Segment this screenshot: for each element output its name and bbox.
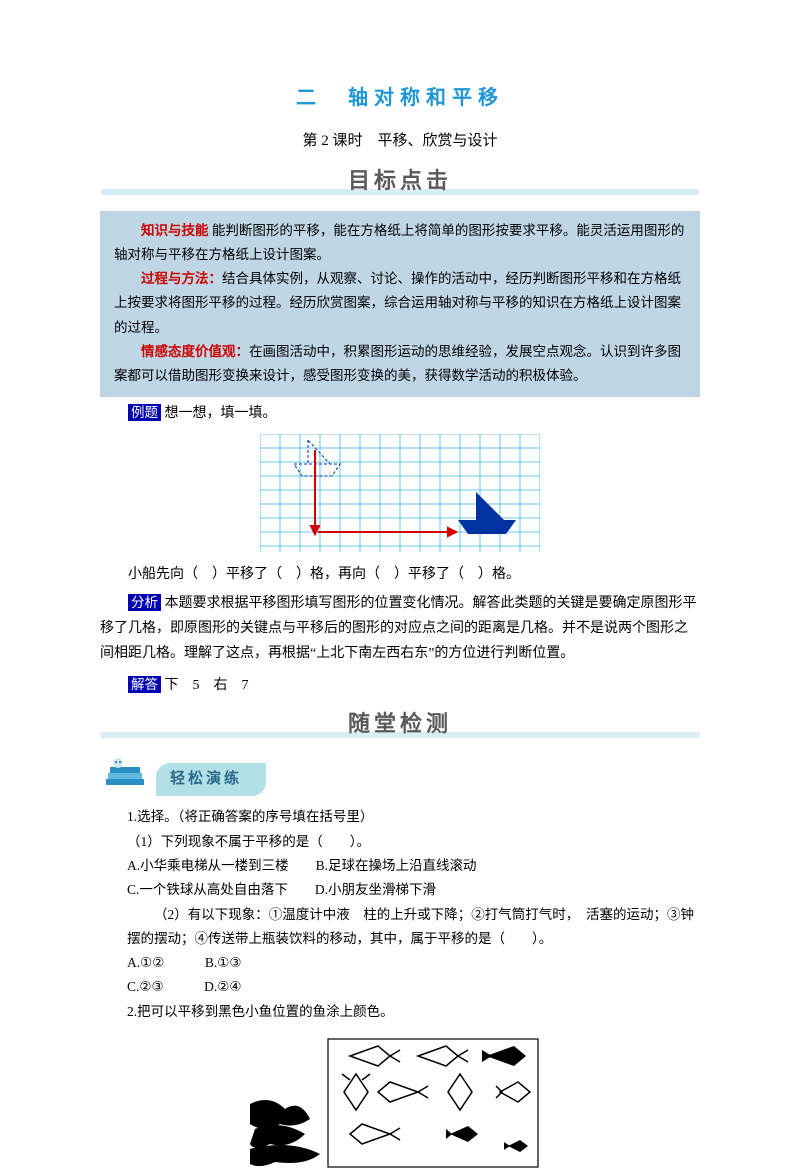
answer-label: 解答 — [128, 676, 161, 693]
q1-stem: 1.选择。（将正确答案的序号填在括号里） — [127, 805, 700, 829]
boat-question: 小船先向（ ）平移了（ ）格，再向（ ）平移了（ ）格。 — [100, 562, 700, 587]
boat-grid-svg — [260, 434, 540, 554]
know-label-1: 知识与技能 — [141, 223, 209, 238]
section-suitang: 随堂检测 — [100, 704, 700, 744]
section-banner-text-2: 随堂检测 — [348, 704, 452, 744]
knowledge-box: 知识与技能 能判断图形的平移，能在方格纸上将简单的图形按要求平移。能灵活运用图形… — [100, 211, 700, 397]
q1-s1-c: C.一个铁球从高处自由落下 — [127, 882, 288, 897]
q1-s1-a: A.小华乘电梯从一楼到三楼 — [127, 858, 289, 873]
q1-s1-d: D.小朋友坐滑梯下滑 — [315, 882, 436, 897]
analysis-label: 分析 — [128, 594, 161, 611]
q1-s2-d: D.②④ — [204, 979, 241, 994]
q1-sub1: （1）下列现象不属于平移的是（ ）。 — [127, 830, 700, 854]
section-mubiao: 目标点击 — [100, 161, 700, 201]
lesson-title: 第 2 课时 平移、欣赏与设计 — [100, 128, 700, 155]
practice-header: 轻松演练 — [100, 755, 700, 795]
q1-s2-c: C.②③ — [127, 979, 164, 994]
q1-sub2: （2）有以下现象：①温度计中液 柱的上升或下降；②打气筒打气时， 活塞的运动；③… — [127, 903, 700, 952]
know-label-2: 过程与方法： — [141, 271, 222, 286]
answer-text: 下 5 右 7 — [165, 678, 249, 693]
example-intro: 想一想，填一填。 — [161, 406, 277, 421]
practice-pill: 轻松演练 — [156, 763, 266, 796]
analysis-text: 本题要求根据平移图形填写图形的位置变化情况。解答此类题的关键是要确定原图形平移了… — [100, 596, 697, 661]
q1-s2-b: B.①③ — [205, 955, 242, 970]
q1-s1-b: B.足球在操场上沿直线滚动 — [316, 858, 477, 873]
fish-svg — [250, 1034, 550, 1174]
example-label: 例题 — [128, 404, 161, 421]
boat-grid-figure — [100, 434, 700, 554]
chapter-title: 二 轴对称和平移 — [100, 80, 700, 116]
q2-stem: 2.把可以平移到黑色小鱼位置的鱼涂上颜色。 — [127, 1000, 700, 1024]
q1-s2-a: A.①② — [127, 955, 164, 970]
fish-figure — [100, 1034, 700, 1174]
books-icon — [100, 757, 154, 797]
section-banner-text: 目标点击 — [348, 161, 452, 201]
know-label-3: 情感态度价值观： — [141, 344, 249, 359]
